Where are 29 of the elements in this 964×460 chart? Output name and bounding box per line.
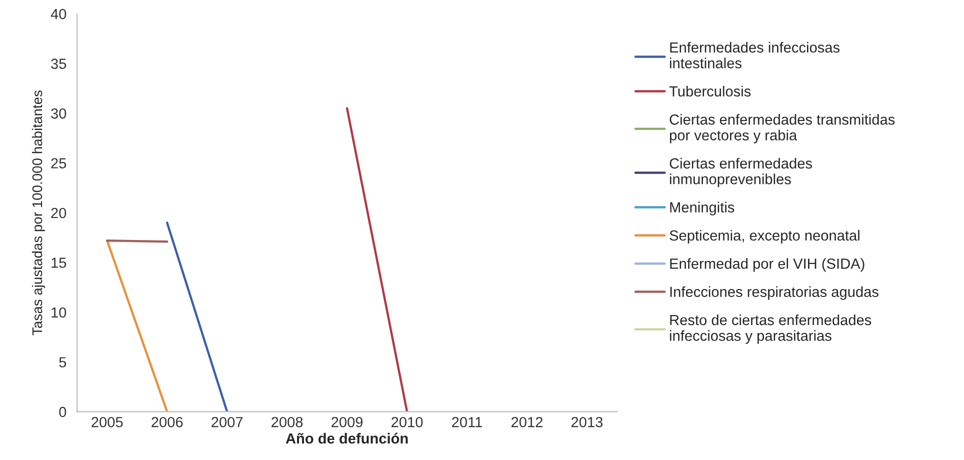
legend-label: Septicemia, excepto neonatal [670,230,860,244]
x-tick-label: 2012 [512,416,542,428]
legend-label: Meningitis [670,202,734,216]
y-tick-label: 15 [52,258,66,268]
legend-label: Infecciones respiratorias agudas [670,286,878,300]
legend-label: Ciertas enfermedades inmunoprevenibles [670,158,812,188]
x-tick-label: 2010 [392,416,423,428]
legend-label: Ciertas enfermedades transmitidas por vectores y rabia [670,114,895,144]
y-tick-label: 10 [52,307,66,318]
y-tick-label: 0 [59,406,66,418]
x-tick-label: 2005 [92,416,123,428]
x-axis-title: Año de defunción [286,432,408,444]
x-tick-label: 2011 [452,416,482,428]
x-tick-label: 2013 [571,416,603,428]
y-axis-title: Tasas ajustadas por 100.000 habitantes [32,90,45,336]
x-tick-label: 2008 [272,416,303,428]
y-tick-label: 30 [51,108,66,119]
legend-label: Enfermedades infecciosas intestinales [670,42,840,68]
y-tick-label: 25 [51,158,66,168]
x-tick-label: 2006 [152,416,183,428]
legend-label: Resto de ciertas enfermedades infecciosas y parasitarias [670,314,872,344]
x-tick-label: 2007 [212,416,243,428]
y-tick-label: 5 [59,357,66,368]
x-tick-label: 2009 [332,416,363,428]
legend-label: Tuberculosis [669,86,751,97]
legend-label: Enfermedad por el VIH (SIDA) [670,258,864,272]
y-tick-label: 20 [51,208,66,218]
y-tick-label: 40 [50,8,66,20]
y-tick-label: 35 [51,58,66,69]
